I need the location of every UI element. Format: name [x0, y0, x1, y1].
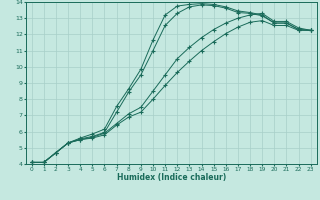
X-axis label: Humidex (Indice chaleur): Humidex (Indice chaleur) — [116, 173, 226, 182]
